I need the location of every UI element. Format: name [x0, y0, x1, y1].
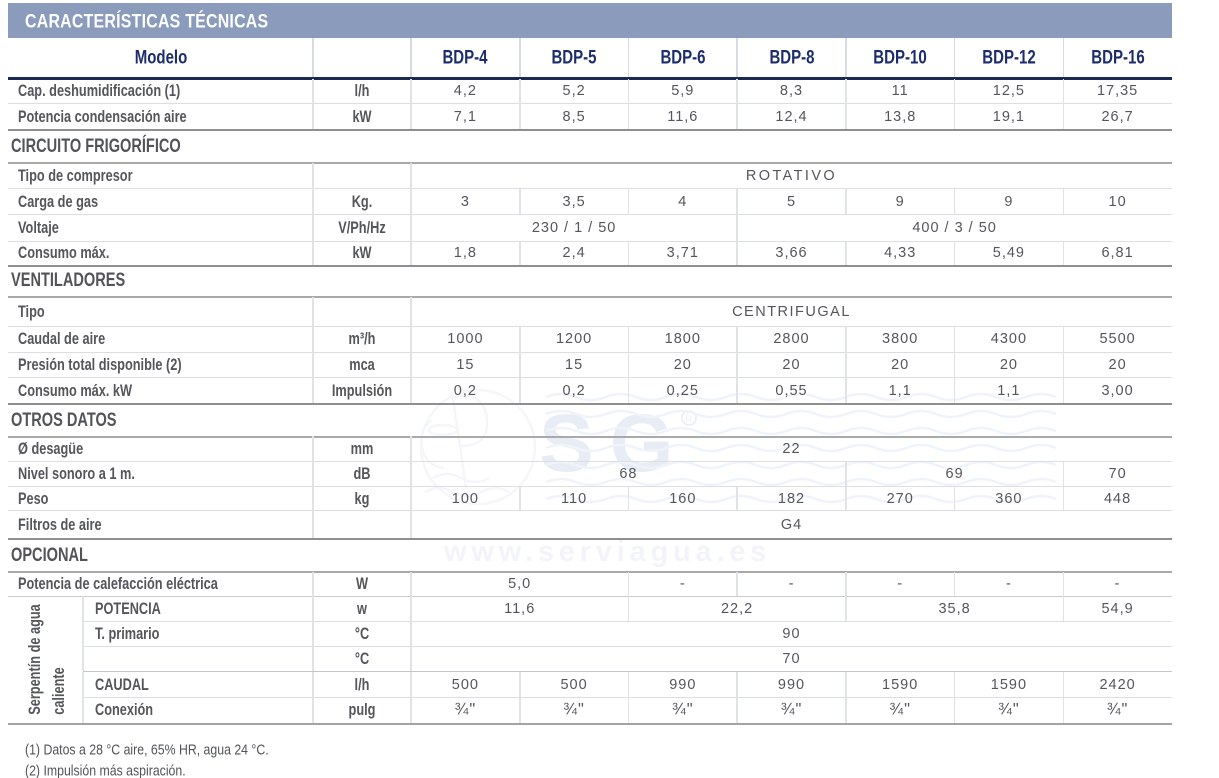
svg-text:www.serviagua.es: www.serviagua.es	[443, 536, 771, 568]
svg-text:R: R	[685, 415, 692, 426]
